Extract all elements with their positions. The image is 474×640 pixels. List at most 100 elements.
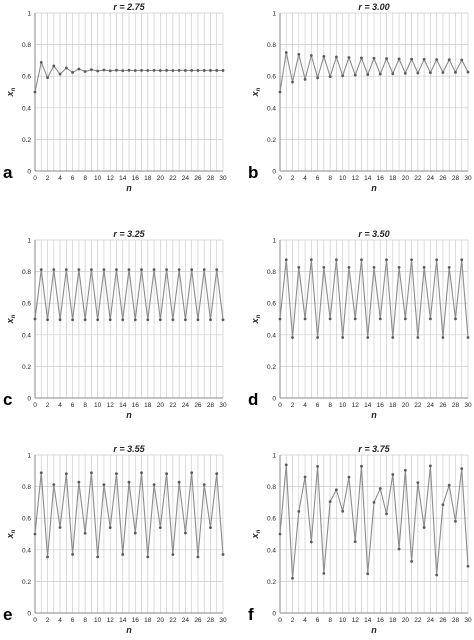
data-point bbox=[158, 69, 162, 72]
panel-label: a bbox=[3, 163, 13, 182]
x-tick-label: 12 bbox=[352, 402, 360, 409]
data-point bbox=[397, 57, 401, 61]
x-tick-label: 16 bbox=[377, 617, 385, 624]
x-tick-label: 28 bbox=[207, 617, 215, 624]
y-tick-label: 0.6 bbox=[22, 516, 31, 523]
data-point bbox=[328, 500, 332, 504]
x-tick-label: 8 bbox=[83, 617, 87, 624]
chart-title: r = 3.50 bbox=[358, 229, 389, 239]
data-point bbox=[435, 573, 439, 577]
x-tick-label: 22 bbox=[414, 402, 422, 409]
y-axis-label: xn bbox=[250, 87, 262, 97]
y-tick-label: 1 bbox=[272, 453, 276, 460]
data-point bbox=[435, 58, 439, 61]
data-point bbox=[341, 74, 345, 78]
data-point bbox=[158, 526, 162, 530]
data-point bbox=[385, 57, 388, 60]
x-tick-label: 20 bbox=[157, 175, 165, 182]
x-tick-label: 18 bbox=[389, 175, 397, 182]
x-tick-label: 18 bbox=[389, 402, 397, 409]
data-point bbox=[416, 336, 420, 339]
x-axis-label: n bbox=[371, 183, 377, 193]
data-point bbox=[397, 265, 401, 269]
y-tick-label: 0.2 bbox=[267, 364, 276, 371]
y-tick-label: 0.8 bbox=[267, 269, 276, 276]
x-tick-label: 8 bbox=[328, 402, 332, 409]
data-point bbox=[90, 268, 93, 272]
data-point bbox=[96, 555, 100, 559]
data-point bbox=[52, 483, 56, 487]
data-point bbox=[202, 69, 206, 72]
data-point bbox=[378, 487, 382, 490]
data-point bbox=[372, 265, 376, 269]
data-point bbox=[127, 268, 131, 272]
data-point bbox=[209, 69, 212, 72]
panel-label: d bbox=[248, 390, 258, 409]
data-point bbox=[291, 80, 294, 84]
x-tick-label: 28 bbox=[452, 617, 460, 624]
data-point bbox=[102, 268, 106, 272]
y-tick-label: 0.4 bbox=[22, 332, 31, 339]
data-point bbox=[83, 318, 87, 322]
x-tick-label: 16 bbox=[132, 175, 140, 182]
x-tick-label: 4 bbox=[303, 402, 307, 409]
y-tick-label: 0.6 bbox=[267, 301, 276, 308]
data-point bbox=[341, 509, 345, 513]
x-tick-label: 30 bbox=[219, 617, 227, 624]
y-tick-label: 0.4 bbox=[267, 547, 276, 554]
data-point bbox=[466, 70, 470, 74]
data-point bbox=[108, 69, 112, 73]
x-tick-label: 30 bbox=[219, 402, 227, 409]
data-point bbox=[152, 268, 156, 272]
data-point bbox=[422, 526, 426, 529]
y-tick-label: 0.2 bbox=[22, 579, 31, 586]
data-point bbox=[108, 526, 112, 529]
data-point bbox=[410, 57, 413, 61]
data-point bbox=[322, 265, 326, 269]
data-point bbox=[454, 317, 457, 321]
data-point bbox=[466, 564, 470, 568]
x-tick-label: 2 bbox=[46, 175, 50, 182]
x-tick-label: 0 bbox=[278, 175, 282, 182]
data-point bbox=[39, 471, 43, 475]
data-point bbox=[127, 480, 131, 484]
data-point bbox=[127, 68, 131, 72]
data-point bbox=[52, 64, 56, 68]
x-tick-label: 12 bbox=[107, 617, 115, 624]
data-point bbox=[133, 69, 137, 72]
x-tick-label: 16 bbox=[377, 175, 385, 182]
x-tick-label: 4 bbox=[58, 175, 62, 182]
y-tick-label: 0.8 bbox=[267, 484, 276, 491]
x-tick-label: 20 bbox=[402, 175, 410, 182]
x-tick-label: 0 bbox=[278, 402, 282, 409]
data-point bbox=[297, 510, 301, 513]
data-point bbox=[177, 480, 181, 484]
x-tick-label: 26 bbox=[194, 617, 202, 624]
x-tick-label: 22 bbox=[169, 402, 177, 409]
data-point bbox=[58, 526, 62, 529]
data-point bbox=[335, 488, 338, 492]
x-tick-label: 14 bbox=[119, 617, 127, 624]
x-tick-label: 0 bbox=[33, 402, 37, 409]
y-tick-label: 0 bbox=[272, 169, 276, 176]
data-point bbox=[360, 56, 363, 60]
data-point bbox=[466, 336, 470, 339]
x-tick-label: 18 bbox=[389, 617, 397, 624]
x-tick-label: 4 bbox=[303, 617, 307, 624]
x-tick-label: 28 bbox=[452, 402, 460, 409]
x-tick-label: 14 bbox=[119, 402, 127, 409]
data-point bbox=[121, 318, 125, 322]
data-point bbox=[33, 90, 37, 94]
data-point bbox=[454, 520, 457, 523]
y-tick-label: 0.2 bbox=[267, 579, 276, 586]
x-tick-label: 30 bbox=[464, 617, 472, 624]
data-point bbox=[410, 559, 413, 563]
x-tick-label: 12 bbox=[352, 617, 360, 624]
data-point bbox=[184, 531, 187, 535]
data-point bbox=[416, 71, 420, 75]
y-tick-label: 0 bbox=[272, 611, 276, 618]
data-point bbox=[410, 258, 413, 262]
x-tick-label: 4 bbox=[58, 402, 62, 409]
data-point bbox=[347, 475, 351, 479]
x-tick-label: 30 bbox=[464, 402, 472, 409]
